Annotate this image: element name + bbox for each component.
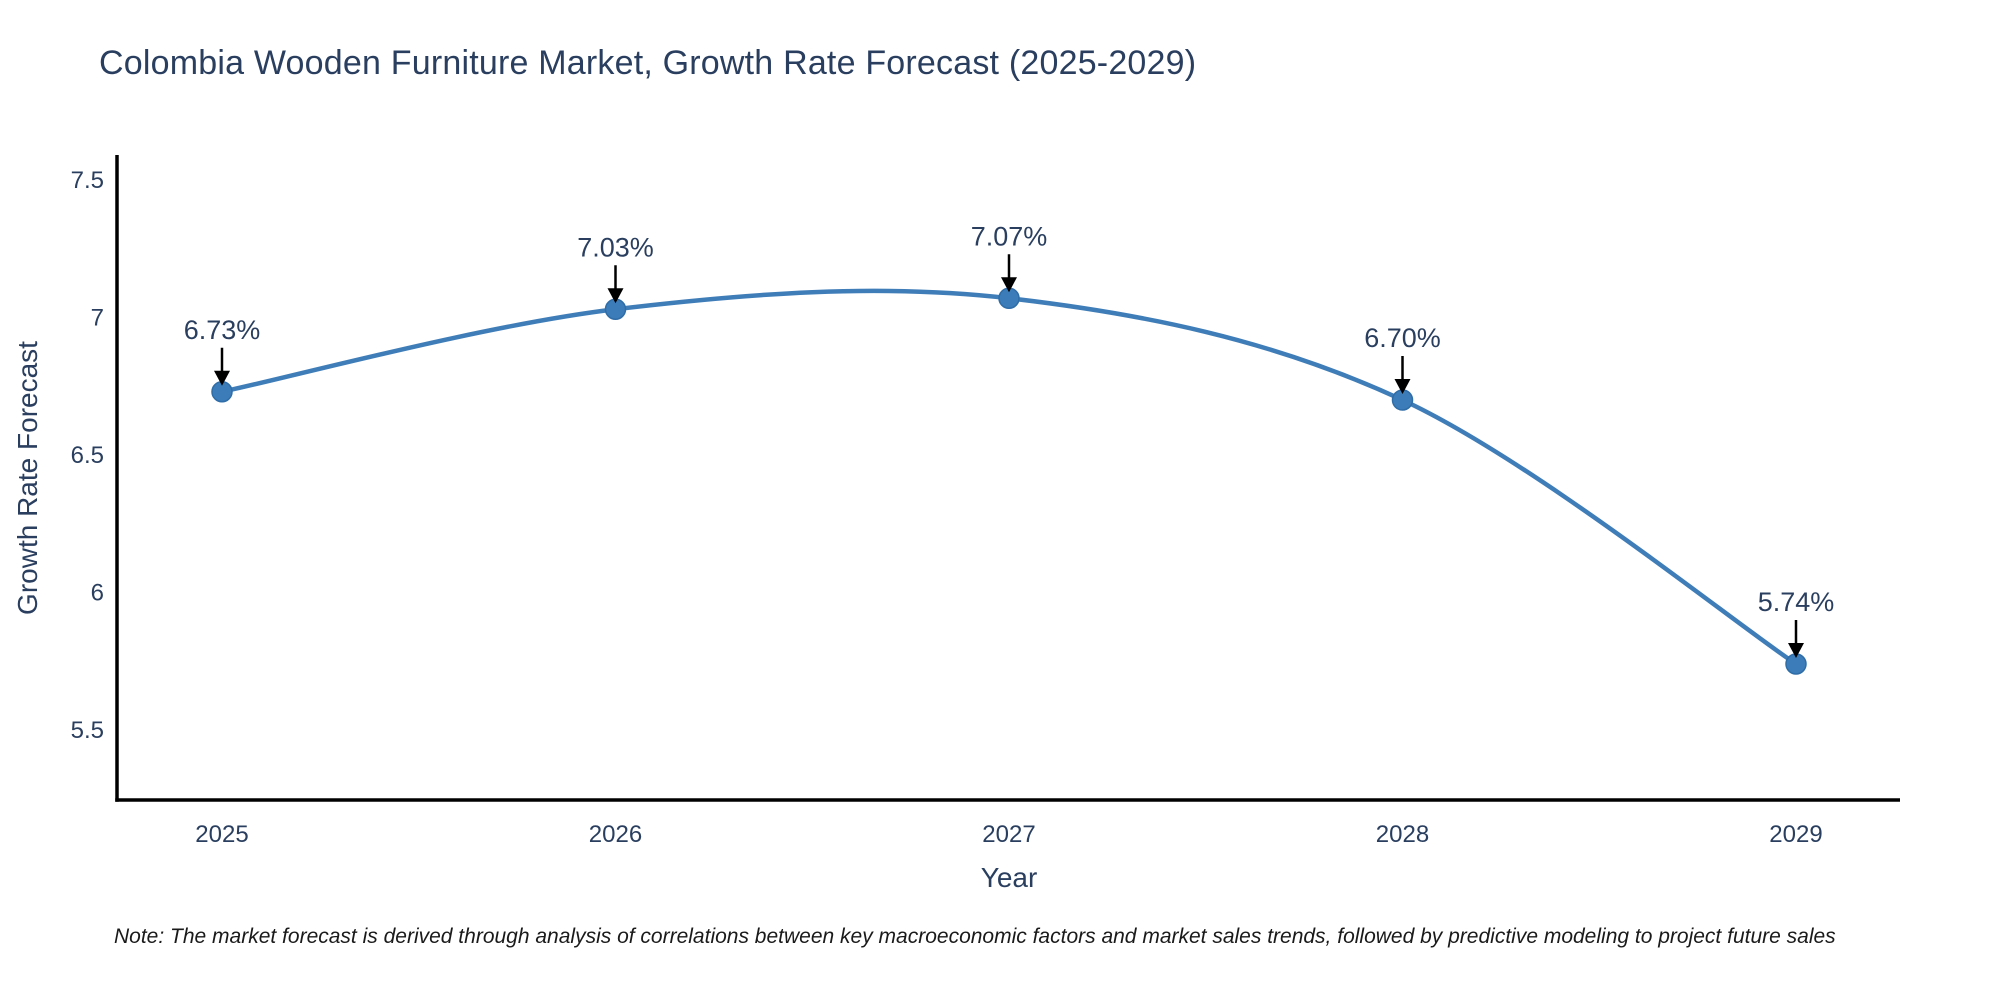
- y-tick-label: 7: [91, 305, 104, 332]
- annotation-arrow-head: [214, 370, 230, 386]
- point-label: 5.74%: [1758, 587, 1835, 617]
- footnote: Note: The market forecast is derived thr…: [114, 925, 1836, 948]
- x-tick-label: 2026: [589, 821, 642, 848]
- point-label: 6.73%: [184, 315, 261, 345]
- annotation-arrow-head: [1001, 277, 1017, 293]
- annotation-arrow-head: [1394, 379, 1411, 394]
- y-tick-label: 5.5: [71, 717, 104, 744]
- point-label: 7.07%: [971, 221, 1048, 251]
- annotation-arrow-head: [1788, 643, 1804, 658]
- x-tick-label: 2029: [1769, 821, 1822, 848]
- forecast-line: [219, 288, 1799, 667]
- annotation-arrow-head: [607, 288, 624, 304]
- y-tick-label: 6: [91, 580, 104, 607]
- chart-title: Colombia Wooden Furniture Market, Growth…: [99, 44, 1197, 82]
- x-tick-label: 2025: [195, 821, 248, 848]
- point-label: 7.03%: [577, 232, 654, 262]
- x-tick-label: 2027: [982, 821, 1035, 848]
- y-tick-label: 7.5: [71, 167, 104, 194]
- y-tick-label: 6.5: [71, 442, 104, 469]
- x-axis-title: Year: [980, 862, 1038, 893]
- x-tick-label: 2028: [1376, 821, 1429, 848]
- point-label: 6.70%: [1364, 323, 1441, 353]
